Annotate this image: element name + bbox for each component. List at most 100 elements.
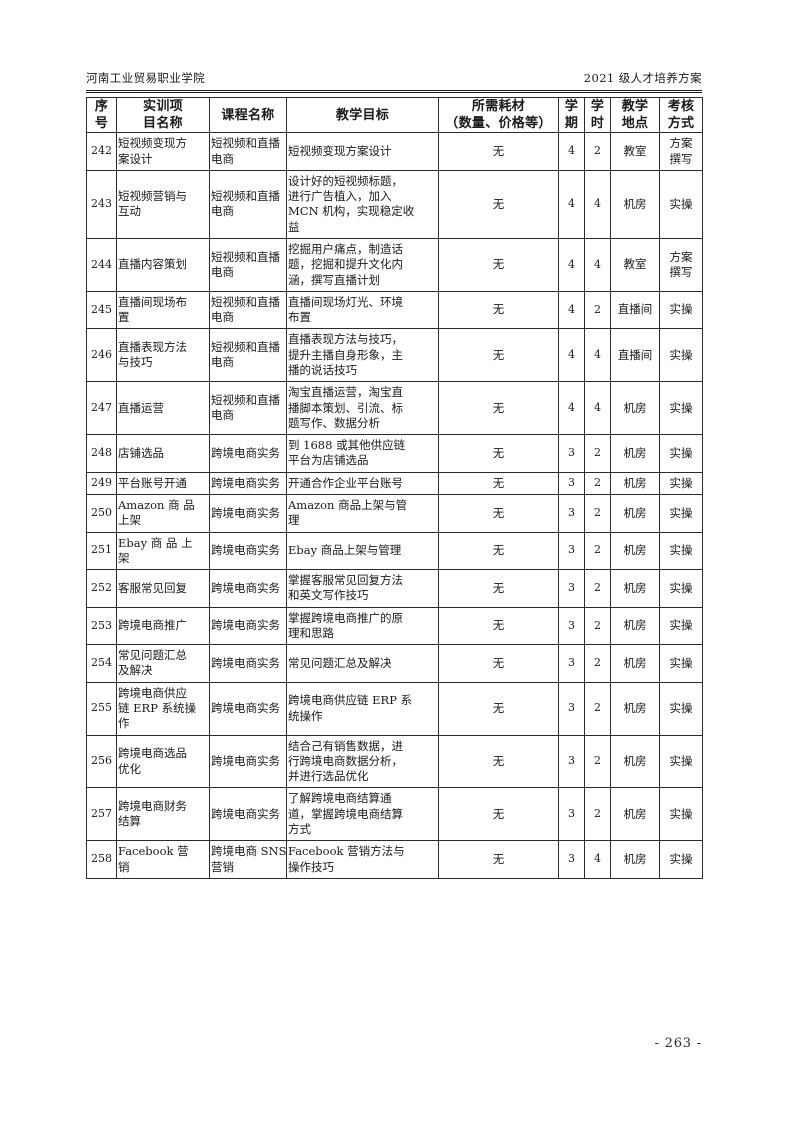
table-row: 243 短视频营销与 互动 短视频和直播 电商 设计好的短视频标题， 进行广告植入，加入 MC… (86, 169, 703, 240)
cell-hours: 2 (584, 606, 611, 646)
cell-sequence-number-text: 255 (91, 701, 112, 715)
cell-materials: 无 (438, 290, 559, 330)
cell-training-item-line: 及解决 (118, 663, 153, 678)
cell-materials: 无 (438, 644, 559, 683)
cell-course-name-line: 跨境电商实务 (211, 505, 280, 520)
cell-teaching-place-text: 机房 (623, 806, 647, 821)
cell-sequence-number: 242 (86, 132, 117, 171)
cell-exam-method: 方案 撰写 (659, 132, 703, 171)
cell-teaching-place: 机房 (610, 644, 660, 683)
cell-course-name-line: 电商 (211, 264, 234, 279)
cell-teaching-place: 机房 (610, 734, 660, 789)
cell-teaching-goal-line: 和英文写作技巧 (288, 588, 369, 603)
cell-course-name-line: 电商 (211, 204, 234, 219)
cell-course-name-text: 跨境电商实务 (210, 443, 286, 464)
cell-teaching-goal-line: 题，挖掘和提升文化内 (288, 257, 403, 272)
cell-training-item-text: 跨境电商财务 结算 (117, 796, 209, 833)
cell-term-text: 4 (568, 400, 575, 414)
table-row: 249 平台账号开通 跨境电商实务 开通合作企业平台账号 无 3 2 机房 实操 (86, 471, 703, 495)
column-header-hours-line1: 学 (590, 99, 605, 114)
cell-teaching-goal-line: 进行广告植入，加入 (288, 189, 392, 204)
column-header-place-line1: 教学 (621, 99, 649, 114)
cell-hours-text: 2 (594, 505, 601, 519)
cell-training-item-line: 与技巧 (118, 355, 153, 370)
cell-hours: 4 (584, 169, 611, 240)
cell-training-item: 短视频营销与 互动 (116, 169, 210, 240)
cell-teaching-place: 机房 (610, 840, 660, 879)
cell-term: 3 (558, 644, 585, 683)
cell-materials-text: 无 (492, 347, 505, 362)
cell-materials: 无 (438, 328, 559, 383)
cell-materials-text: 无 (492, 400, 505, 415)
cell-course-name-text: 短视频和直播 电商 (210, 390, 286, 427)
cell-training-item: 客服常见回复 (116, 569, 210, 608)
cell-exam-method-text: 实操 (660, 473, 702, 494)
cell-teaching-goal-text: 淘宝直播运营，淘宝直 播脚本策划、引流、标 题写作、数据分析 (287, 382, 438, 434)
cell-course-name-text: 跨境电商实务 (210, 578, 286, 599)
cell-hours: 4 (584, 328, 611, 383)
cell-course-name: 短视频和直播 电商 (209, 290, 287, 330)
cell-hours: 4 (584, 381, 611, 436)
cell-materials: 无 (438, 434, 559, 473)
cell-training-item-text: 平台账号开通 (117, 473, 209, 494)
cell-teaching-goal-text: 到 1688 或其他供应链 平台为店铺选品 (287, 435, 438, 472)
cell-teaching-place: 机房 (610, 531, 660, 571)
cell-exam-method-line: 实操 (669, 347, 693, 362)
cell-course-name: 跨境电商实务 (209, 434, 287, 473)
cell-materials: 无 (438, 169, 559, 240)
cell-teaching-place: 机房 (610, 606, 660, 646)
cell-teaching-goal: 了解跨境电商结算通 道，掌握跨境电商结算 方式 (286, 787, 439, 842)
column-header-seq-line2: 号 (94, 116, 109, 132)
cell-sequence-number: 245 (86, 290, 117, 330)
cell-sequence-number-text: 250 (91, 505, 112, 519)
cell-teaching-goal-line: 跨境电商供应链 ERP 系 (288, 693, 413, 708)
cell-teaching-goal-line: 理和思路 (288, 625, 334, 640)
cell-exam-method: 实操 (659, 493, 703, 533)
cell-teaching-place: 机房 (610, 169, 660, 240)
cell-teaching-place: 机房 (610, 434, 660, 473)
cell-term: 3 (558, 840, 585, 879)
cell-teaching-place-text: 直播间 (617, 347, 653, 362)
cell-teaching-place-text: 机房 (623, 505, 647, 520)
cell-hours-text: 4 (594, 197, 601, 211)
column-header-seq: 序 号 (86, 96, 117, 134)
column-header-item-line1: 实训项 (143, 99, 183, 114)
cell-term: 3 (558, 434, 585, 473)
cell-teaching-place-text: 机房 (623, 543, 647, 558)
cell-sequence-number: 244 (86, 238, 117, 292)
cell-teaching-goal: 开通合作企业平台账号 (286, 471, 439, 495)
column-header-item-line2: 目名称 (143, 116, 183, 132)
cell-training-item-line: 架 (118, 550, 130, 565)
cell-hours-text: 2 (594, 754, 601, 768)
cell-materials-text: 无 (492, 543, 505, 558)
cell-teaching-goal-line: 理 (288, 513, 300, 528)
cell-exam-method-text: 实操 (660, 398, 702, 419)
table-row: 254 常见问题汇总 及解决 跨境电商实务 常见问题汇总及解决无 3 2 机房 实操 (86, 644, 703, 683)
cell-materials: 无 (438, 734, 559, 789)
cell-sequence-number: 248 (86, 434, 117, 473)
cell-sequence-number-text: 245 (91, 302, 112, 316)
cell-training-item-line: Ebay 商 品 上 (118, 535, 193, 550)
cell-exam-method-text: 实操 (660, 751, 702, 772)
cell-teaching-goal-line: MCN 机构，实现稳定收 (288, 204, 415, 219)
cell-sequence-number: 256 (86, 734, 117, 789)
cell-teaching-goal: Ebay 商品上架与管理 (286, 531, 439, 571)
cell-teaching-goal-line: Ebay 商品上架与管理 (288, 543, 402, 558)
cell-teaching-place-text: 机房 (623, 753, 647, 768)
cell-training-item: 店铺选品 (116, 434, 210, 473)
cell-sequence-number: 249 (86, 471, 117, 495)
cell-teaching-goal-text: 设计好的短视频标题， 进行广告植入，加入 MCN 机构，实现稳定收益 (287, 171, 438, 238)
cell-teaching-place-text: 机房 (623, 618, 647, 633)
cell-teaching-goal-text: 了解跨境电商结算通 道，掌握跨境电商结算 方式 (287, 788, 438, 840)
column-header-goal: 教学目标 (286, 96, 439, 134)
cell-teaching-place-text: 机房 (623, 400, 647, 415)
cell-teaching-place-text: 机房 (623, 701, 647, 716)
table-header-row: 序 号 实训项 目名称 课程名称 教学目标 所需耗材 （ (86, 96, 703, 134)
cell-hours-text: 4 (594, 400, 601, 414)
cell-course-name: 短视频和直播 电商 (209, 169, 287, 240)
cell-teaching-goal: 挖掘用户痛点，制造话 题，挖掘和提升文化内 涵，撰写直播计划 (286, 238, 439, 292)
table-row: 248 店铺选品 跨境电商实务到 1688 或其他供应链 平台为店铺选品 无 3 2 机房 实操 (86, 434, 703, 473)
institution-name: 河南工业贸易职业学院 (86, 71, 205, 85)
cell-materials-text: 无 (492, 806, 505, 821)
cell-course-name-text: 跨境电商实务 (210, 540, 286, 561)
